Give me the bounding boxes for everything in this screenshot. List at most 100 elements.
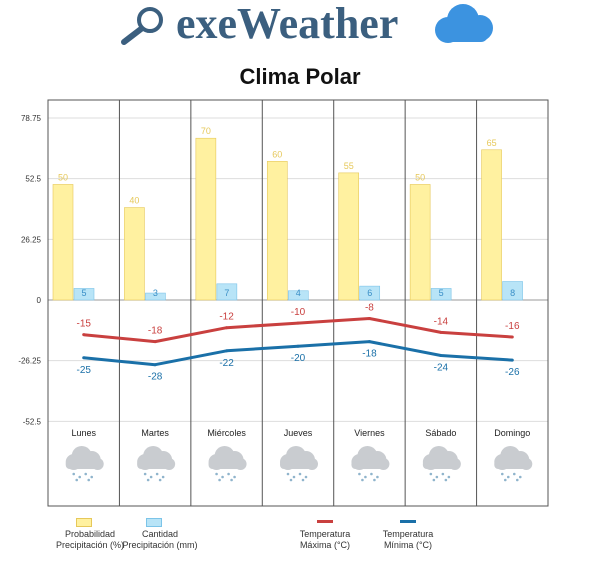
precip-probability-label: 60 [272, 149, 282, 159]
y-tick-label: -26.25 [18, 357, 41, 366]
y-tick-label: 52.5 [25, 175, 41, 184]
temp-max-point [225, 326, 229, 330]
y-tick-label: 26.25 [21, 235, 42, 244]
legend-bar-swatch [146, 518, 162, 527]
precip-amount-bar [216, 283, 238, 301]
temp-max-point [367, 316, 371, 320]
precip-amount-bar [502, 281, 523, 301]
legend-label: Cantidad Precipitación (mm) [112, 529, 208, 551]
temp-min-point [367, 340, 371, 344]
temp-max-label: -8 [365, 302, 374, 313]
snow-cloud-icon [494, 446, 533, 482]
temp-min-label: -28 [148, 372, 163, 383]
temp-min-point [296, 344, 300, 348]
temp-min-label: -25 [76, 365, 91, 376]
legend-line-swatch [400, 520, 416, 523]
precip-probability-bar [266, 161, 288, 301]
temp-min-label: -26 [505, 367, 520, 378]
temp-max-label: -12 [219, 312, 234, 323]
snow-cloud-icon [351, 446, 390, 482]
precip-amount-label: 6 [367, 288, 372, 298]
y-tick-label: 0 [37, 296, 42, 305]
precip-amount-label: 3 [153, 288, 158, 298]
day-label: Miércoles [207, 428, 246, 438]
precip-probability-label: 50 [58, 172, 68, 182]
snow-cloud-icon [137, 446, 176, 482]
temp-max-point [82, 333, 86, 337]
precip-probability-label: 70 [201, 126, 211, 136]
y-tick-label: 78.75 [21, 114, 42, 123]
precip-probability-bar [481, 149, 502, 301]
temp-min-label: -18 [362, 349, 377, 360]
precip-amount-bar [287, 290, 309, 301]
temp-max-point [510, 335, 514, 339]
day-label: Lunes [71, 428, 96, 438]
legend-label: Probabilidad Precipitación (%) [42, 529, 138, 551]
temp-max-point [153, 340, 157, 344]
temp-min-label: -22 [219, 358, 234, 369]
day-label: Sábado [425, 428, 456, 438]
precip-probability-label: 50 [415, 172, 425, 182]
precip-amount-label: 7 [224, 288, 229, 298]
temp-max-point [439, 330, 443, 334]
brand-header: exeWeather [0, 0, 600, 52]
cloud-icon [435, 4, 493, 43]
precip-probability-bar [124, 207, 145, 301]
legend-line-swatch [317, 520, 333, 523]
temp-min-point [82, 356, 86, 360]
snow-cloud-icon [65, 446, 104, 482]
temp-min-point [225, 349, 229, 353]
precip-amount-bar [359, 285, 381, 301]
temp-max-label: -16 [505, 321, 520, 332]
precip-amount-label: 8 [510, 288, 515, 298]
legend-label-line2: Máxima (°C) [299, 540, 351, 550]
snow-cloud-icon [422, 446, 461, 482]
snow-cloud-icon [208, 446, 247, 482]
day-label: Viernes [354, 428, 385, 438]
legend-label: Temperatura Máxima (°C) [277, 529, 373, 551]
legend-label-line1: Cantidad [141, 529, 179, 539]
day-label: Domingo [494, 428, 530, 438]
magnifier-icon [121, 7, 163, 45]
legend-label-line2: Mínima (°C) [383, 540, 433, 550]
snow-cloud-icon [280, 446, 318, 482]
temp-max-label: -15 [76, 319, 91, 330]
temp-min-point [510, 358, 514, 362]
chart-title: Clima Polar [239, 64, 361, 89]
precip-probability-bar [52, 184, 74, 301]
temp-max-label: -18 [148, 326, 163, 337]
legend-label-line1: Probabilidad [64, 529, 116, 539]
precip-probability-bar [195, 137, 217, 301]
precip-amount-bar [73, 288, 95, 301]
brand-name: exeWeather [176, 0, 399, 48]
legend-label-line1: Temperatura [299, 529, 351, 539]
temp-min-point [439, 353, 443, 357]
precip-probability-label: 40 [129, 196, 139, 206]
legend-bar-swatch [76, 518, 92, 527]
day-label: Jueves [284, 428, 313, 438]
plot-frame [47, 99, 549, 507]
legend-label: Temperatura Mínima (°C) [360, 529, 456, 551]
temp-max-point [296, 321, 300, 325]
precip-amount-label: 5 [439, 288, 444, 298]
precip-probability-label: 65 [487, 138, 497, 148]
legend-label-line2: Precipitación (%) [55, 540, 125, 550]
legend-label-line1: Temperatura [382, 529, 434, 539]
y-tick-label: -52.5 [23, 417, 42, 426]
temp-min-label: -20 [291, 353, 306, 364]
precip-probability-label: 55 [344, 161, 354, 171]
precip-amount-label: 4 [296, 288, 301, 298]
precip-probability-bar [409, 184, 431, 301]
legend-label-line2: Precipitación (mm) [122, 540, 198, 550]
day-label: Martes [141, 428, 169, 438]
temp-max-label: -10 [291, 307, 306, 318]
temp-max-label: -14 [434, 316, 449, 327]
precip-amount-bar [430, 288, 452, 301]
precip-amount-label: 5 [81, 288, 86, 298]
chart-legend: Probabilidad Precipitación (%) Cantidad Pre… [0, 518, 600, 568]
precip-amount-bar [145, 292, 166, 301]
temp-min-point [153, 363, 157, 367]
temp-min-label: -24 [434, 362, 449, 373]
precip-probability-bar [338, 172, 360, 301]
chart-plot: 78.7552.526.250-26.25-52.550540370760455… [18, 99, 549, 507]
